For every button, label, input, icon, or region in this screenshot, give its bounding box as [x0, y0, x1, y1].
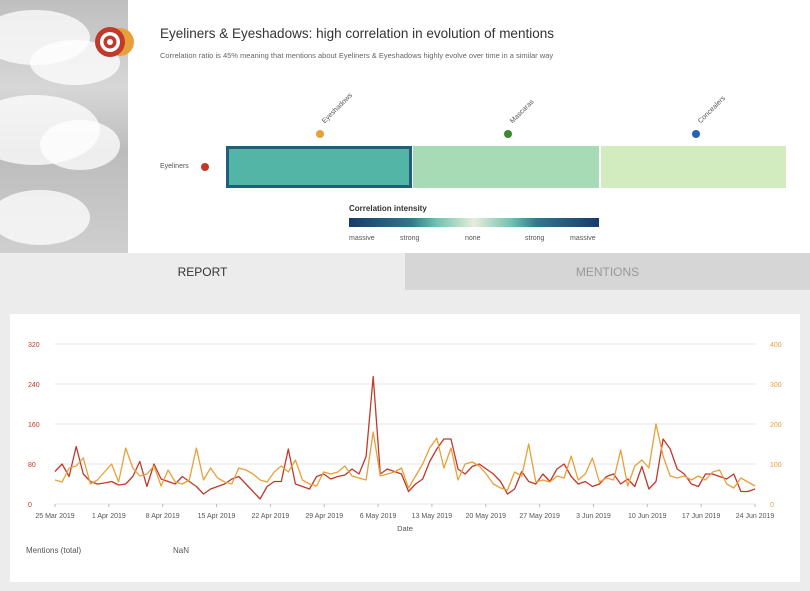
eyeshadows-dot	[316, 130, 324, 138]
x-tick-label: 29 Apr 2019	[305, 513, 343, 520]
legend-tick-strong-left: strong	[400, 235, 420, 242]
series-line-right-axis	[54, 423, 756, 491]
concealers-dot	[692, 130, 700, 138]
y-right-tick-label: 300	[770, 382, 782, 389]
cell-eyeliners-eyeshadows[interactable]	[226, 146, 412, 188]
tab-mentions[interactable]: MENTIONS	[405, 253, 810, 290]
tab-mentions-label: MENTIONS	[575, 264, 640, 279]
x-tick-label: 3 Jun 2019	[576, 513, 611, 520]
mentions-total-label: Mentions (total)	[26, 546, 82, 555]
legend-tick-massive-right: massive	[570, 235, 596, 242]
x-tick-label: 6 May 2019	[360, 513, 397, 520]
x-tick-label: 25 Mar 2019	[35, 513, 74, 520]
x-tick-label: 20 May 2019	[466, 513, 507, 520]
legend-title: Correlation intensity	[349, 204, 427, 213]
x-axis-label: Date	[397, 524, 413, 533]
y-right-tick-label: 200	[770, 422, 782, 429]
x-tick-label: 13 May 2019	[412, 513, 453, 520]
x-tick-label: 22 Apr 2019	[252, 513, 290, 520]
legend-tick-strong-right: strong	[525, 235, 545, 242]
correlation-intensity-scale	[349, 218, 599, 227]
x-tick-label: 27 May 2019	[519, 513, 560, 520]
tab-report[interactable]: REPORT	[0, 253, 405, 290]
column-label-eyeshadows: Eyeshadows	[321, 91, 355, 125]
row-label-eyeliners: Eyeliners	[160, 163, 189, 170]
y-left-tick-label: 80	[28, 462, 36, 469]
page-title: Eyeliners & Eyeshadows: high correlation…	[160, 26, 554, 41]
column-label-concealers: Concealers	[697, 95, 728, 125]
legend-tick-none: none	[465, 235, 481, 242]
target-icon	[95, 27, 134, 57]
x-tick-label: 17 Jun 2019	[682, 513, 721, 520]
page-subtitle: Correlation ratio is 45% meaning that me…	[160, 51, 554, 60]
y-right-tick-label: 0	[770, 502, 774, 509]
mentions-chart-card: 0 0 80 100 160 200 240 300 320 400 25 Mar 2019 1 Ap…	[10, 314, 800, 582]
y-left-tick-label: 160	[28, 422, 40, 429]
eyeliners-dot	[201, 163, 209, 171]
column-label-mascaras: Mascaras	[509, 98, 536, 125]
x-tick-label: 24 Jun 2019	[736, 513, 775, 520]
correlation-panel: Eyeliners & Eyeshadows: high correlation…	[0, 0, 810, 253]
x-tick-label: 10 Jun 2019	[628, 513, 667, 520]
y-right-tick-label: 100	[770, 462, 782, 469]
mentions-line-chart: 0 0 80 100 160 200 240 300 320 400 25 Mar 2019 1 Ap…	[28, 342, 782, 533]
x-tick-label: 15 Apr 2019	[198, 513, 236, 520]
tab-report-label: REPORT	[177, 264, 228, 279]
mascaras-dot	[504, 130, 512, 138]
cell-eyeliners-concealers[interactable]	[601, 146, 786, 188]
y-left-tick-label: 320	[28, 342, 40, 349]
y-right-tick-label: 400	[770, 342, 782, 349]
x-tick-label: 1 Apr 2019	[92, 513, 126, 520]
legend-tick-massive-left: massive	[349, 235, 375, 242]
y-left-tick-label: 240	[28, 382, 40, 389]
cell-eyeliners-mascaras[interactable]	[413, 146, 599, 188]
series-line-left-axis	[54, 375, 756, 500]
x-tick-label: 8 Apr 2019	[146, 513, 180, 520]
mentions-total-value: NaN	[173, 546, 190, 555]
y-left-tick-label: 0	[28, 502, 32, 509]
